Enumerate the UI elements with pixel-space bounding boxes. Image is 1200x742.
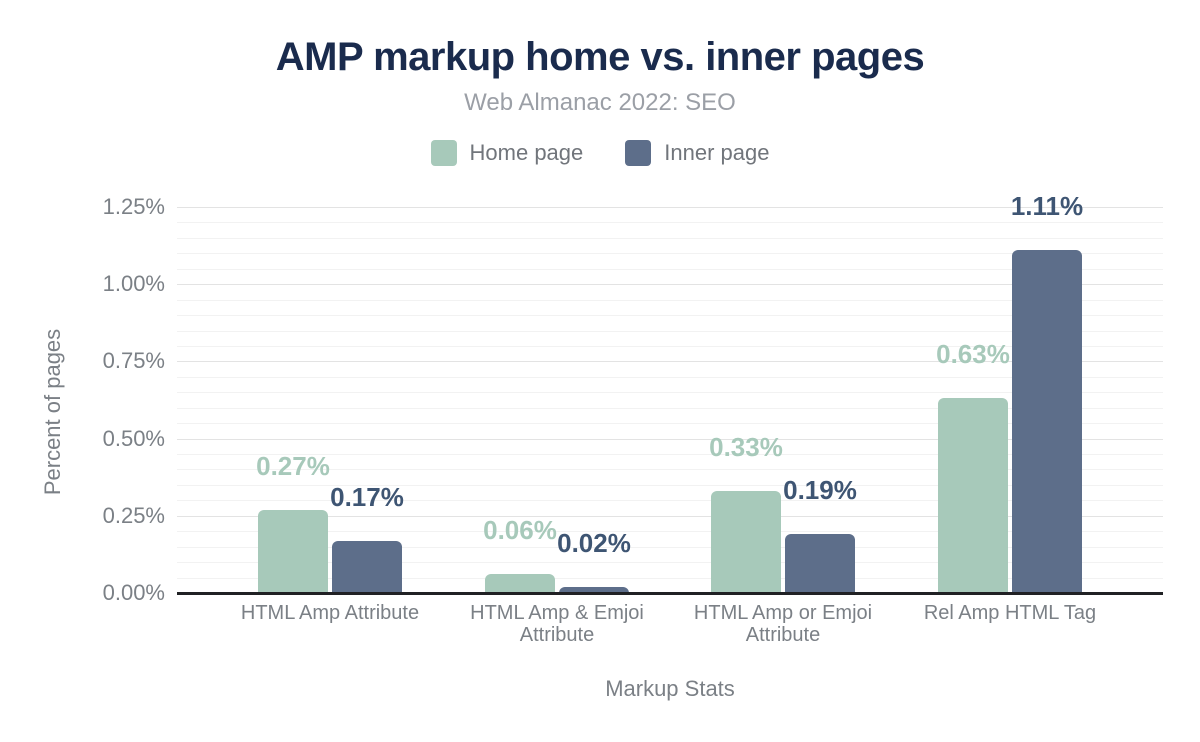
gridline-minor	[177, 253, 1163, 254]
gridline-minor	[177, 562, 1163, 563]
gridline-minor	[177, 238, 1163, 239]
gridline-minor	[177, 300, 1163, 301]
bar-home-page-html-amp-attribute	[258, 510, 328, 593]
y-tick-label-1-00: 1.00%	[102, 271, 165, 296]
gridline-minor	[177, 377, 1163, 378]
y-tick-label-0-75: 0.75%	[102, 348, 165, 373]
gridline-minor	[177, 469, 1163, 470]
y-tick-label-0-25: 0.25%	[102, 503, 165, 528]
legend-item-home-page: Home page	[430, 140, 584, 166]
gridline-major	[177, 516, 1163, 517]
value-label-inner-page-rel-amp-html-tag: 1.11%	[1010, 191, 1084, 221]
gridline-minor	[177, 485, 1163, 486]
gridline-minor	[177, 408, 1163, 409]
bar-inner-page-rel-amp-html-tag	[1012, 250, 1082, 593]
legend-swatch-inner-page	[625, 140, 652, 166]
gridline-minor	[177, 547, 1163, 548]
gridline-major	[177, 284, 1163, 285]
x-category-label-rel-amp-html-tag: Rel Amp HTML Tag	[923, 602, 1097, 624]
bar-home-page-rel-amp-html-tag	[938, 398, 1008, 593]
gridline-minor	[177, 423, 1163, 424]
x-axis-line	[177, 592, 1163, 595]
bar-home-page-html-amp-or-emjoi-attribute	[711, 491, 781, 593]
y-tick-label-0-50: 0.50%	[102, 426, 165, 451]
gridline-minor	[177, 222, 1163, 223]
legend-item-inner-page: Inner page	[625, 140, 769, 166]
legend: Home page Inner page	[0, 138, 1200, 168]
x-category-label-html-amp-emjoi-attribute: HTML Amp & Emjoi Attribute	[470, 602, 644, 646]
gridline-major	[177, 439, 1163, 440]
gridline-major	[177, 207, 1163, 208]
chart-subtitle: Web Almanac 2022: SEO	[464, 89, 736, 116]
value-label-home-page-html-amp-attribute: 0.27%	[256, 451, 330, 481]
legend-label-home-page: Home page	[469, 140, 584, 165]
gridline-minor	[177, 269, 1163, 270]
chart-title: AMP markup home vs. inner pages	[275, 35, 925, 79]
bar-inner-page-html-amp-emjoi-attribute	[559, 587, 629, 593]
value-label-home-page-html-amp-emjoi-attribute: 0.06%	[483, 515, 557, 545]
value-label-inner-page-html-amp-emjoi-attribute: 0.02%	[557, 528, 631, 558]
value-label-inner-page-html-amp-or-emjoi-attribute: 0.19%	[783, 475, 857, 505]
gridline-minor	[177, 331, 1163, 332]
legend-swatch-home-page	[430, 140, 457, 166]
legend-label-inner-page: Inner page	[664, 140, 770, 165]
bar-inner-page-html-amp-attribute	[332, 541, 402, 593]
value-label-inner-page-html-amp-attribute: 0.17%	[330, 482, 404, 512]
gridline-minor	[177, 392, 1163, 393]
x-category-label-html-amp-attribute: HTML Amp Attribute	[240, 602, 420, 624]
value-label-home-page-rel-amp-html-tag: 0.63%	[936, 339, 1010, 369]
gridline-minor	[177, 578, 1163, 579]
bar-inner-page-html-amp-or-emjoi-attribute	[785, 534, 855, 593]
bar-home-page-html-amp-emjoi-attribute	[485, 574, 555, 593]
gridline-minor	[177, 531, 1163, 532]
y-tick-label-1-25: 1.25%	[102, 194, 165, 219]
gridline-minor	[177, 454, 1163, 455]
gridline-minor	[177, 346, 1163, 347]
x-category-label-html-amp-or-emjoi-attribute: HTML Amp or Emjoi Attribute	[693, 602, 873, 646]
gridline-major	[177, 361, 1163, 362]
value-label-home-page-html-amp-or-emjoi-attribute: 0.33%	[709, 432, 783, 462]
x-axis-title: Markup Stats	[605, 676, 735, 701]
gridline-minor	[177, 500, 1163, 501]
y-tick-label-0-00: 0.00%	[102, 580, 165, 605]
gridline-minor	[177, 315, 1163, 316]
